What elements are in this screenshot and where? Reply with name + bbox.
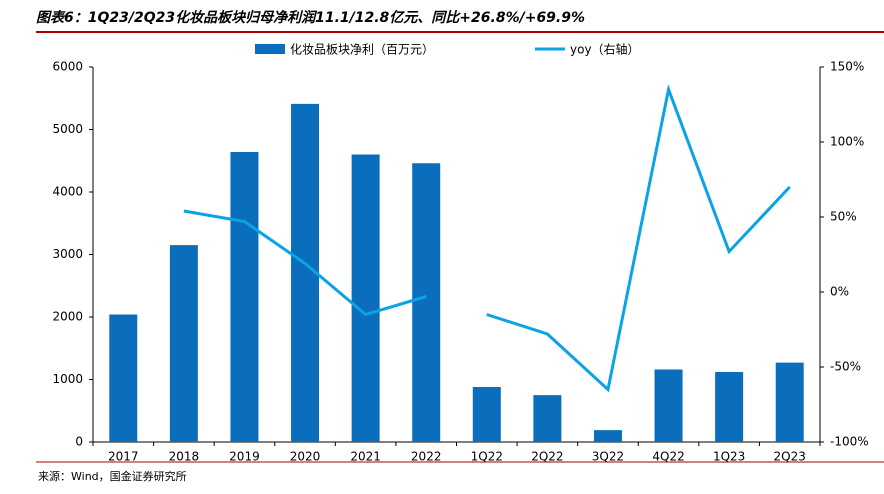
x-tick-label: 2022: [411, 450, 442, 464]
y2-tick-label: -100%: [830, 435, 869, 449]
x-tick-label: 1Q22: [471, 450, 503, 464]
x-tick-label: 3Q22: [592, 450, 624, 464]
y-tick-label: 6000: [52, 60, 83, 74]
y2-tick-label: 0%: [830, 285, 849, 299]
yoy-line: [486, 84, 791, 393]
bar: [169, 245, 198, 442]
y-tick-label: 0: [75, 435, 83, 449]
source: 来源：Wind，国金证券研究所: [38, 469, 187, 483]
x-tick-label: 2017: [108, 450, 139, 464]
bar: [775, 362, 804, 442]
x-tick-label: 2021: [350, 450, 381, 464]
bar: [715, 372, 744, 442]
y-tick-label: 2000: [52, 310, 83, 324]
y2-tick-label: 100%: [830, 135, 864, 149]
bar: [533, 395, 562, 442]
x-tick-label: 4Q22: [652, 450, 684, 464]
bar: [109, 314, 138, 442]
x-tick-label: 2018: [169, 450, 200, 464]
y-tick-label: 1000: [52, 372, 83, 386]
x-tick-label: 1Q23: [713, 450, 745, 464]
y2-tick-label: 150%: [830, 60, 864, 74]
bar: [230, 152, 259, 442]
bar: [593, 430, 622, 442]
bar: [472, 387, 501, 442]
bar: [412, 163, 441, 442]
bar: [351, 154, 380, 442]
x-tick-label: 2019: [229, 450, 260, 464]
y-tick-label: 4000: [52, 185, 83, 199]
y-tick-label: 5000: [52, 122, 83, 136]
x-tick-label: 2Q23: [774, 450, 806, 464]
bar: [654, 369, 683, 442]
y-tick-label: 3000: [52, 247, 83, 261]
x-tick-label: 2020: [290, 450, 321, 464]
x-tick-label: 2Q22: [531, 450, 563, 464]
legend-swatch: [255, 44, 285, 54]
y2-tick-label: -50%: [830, 360, 861, 374]
yoy-line: [183, 209, 427, 317]
legend-label: 化妆品板块净利（百万元）: [290, 43, 434, 57]
chart-title: 图表6：1Q23/2Q23化妆品板块归母净利润11.1/12.8亿元、同比+26…: [36, 9, 585, 26]
y2-tick-label: 50%: [830, 210, 857, 224]
legend-label: yoy（右轴）: [570, 42, 640, 57]
